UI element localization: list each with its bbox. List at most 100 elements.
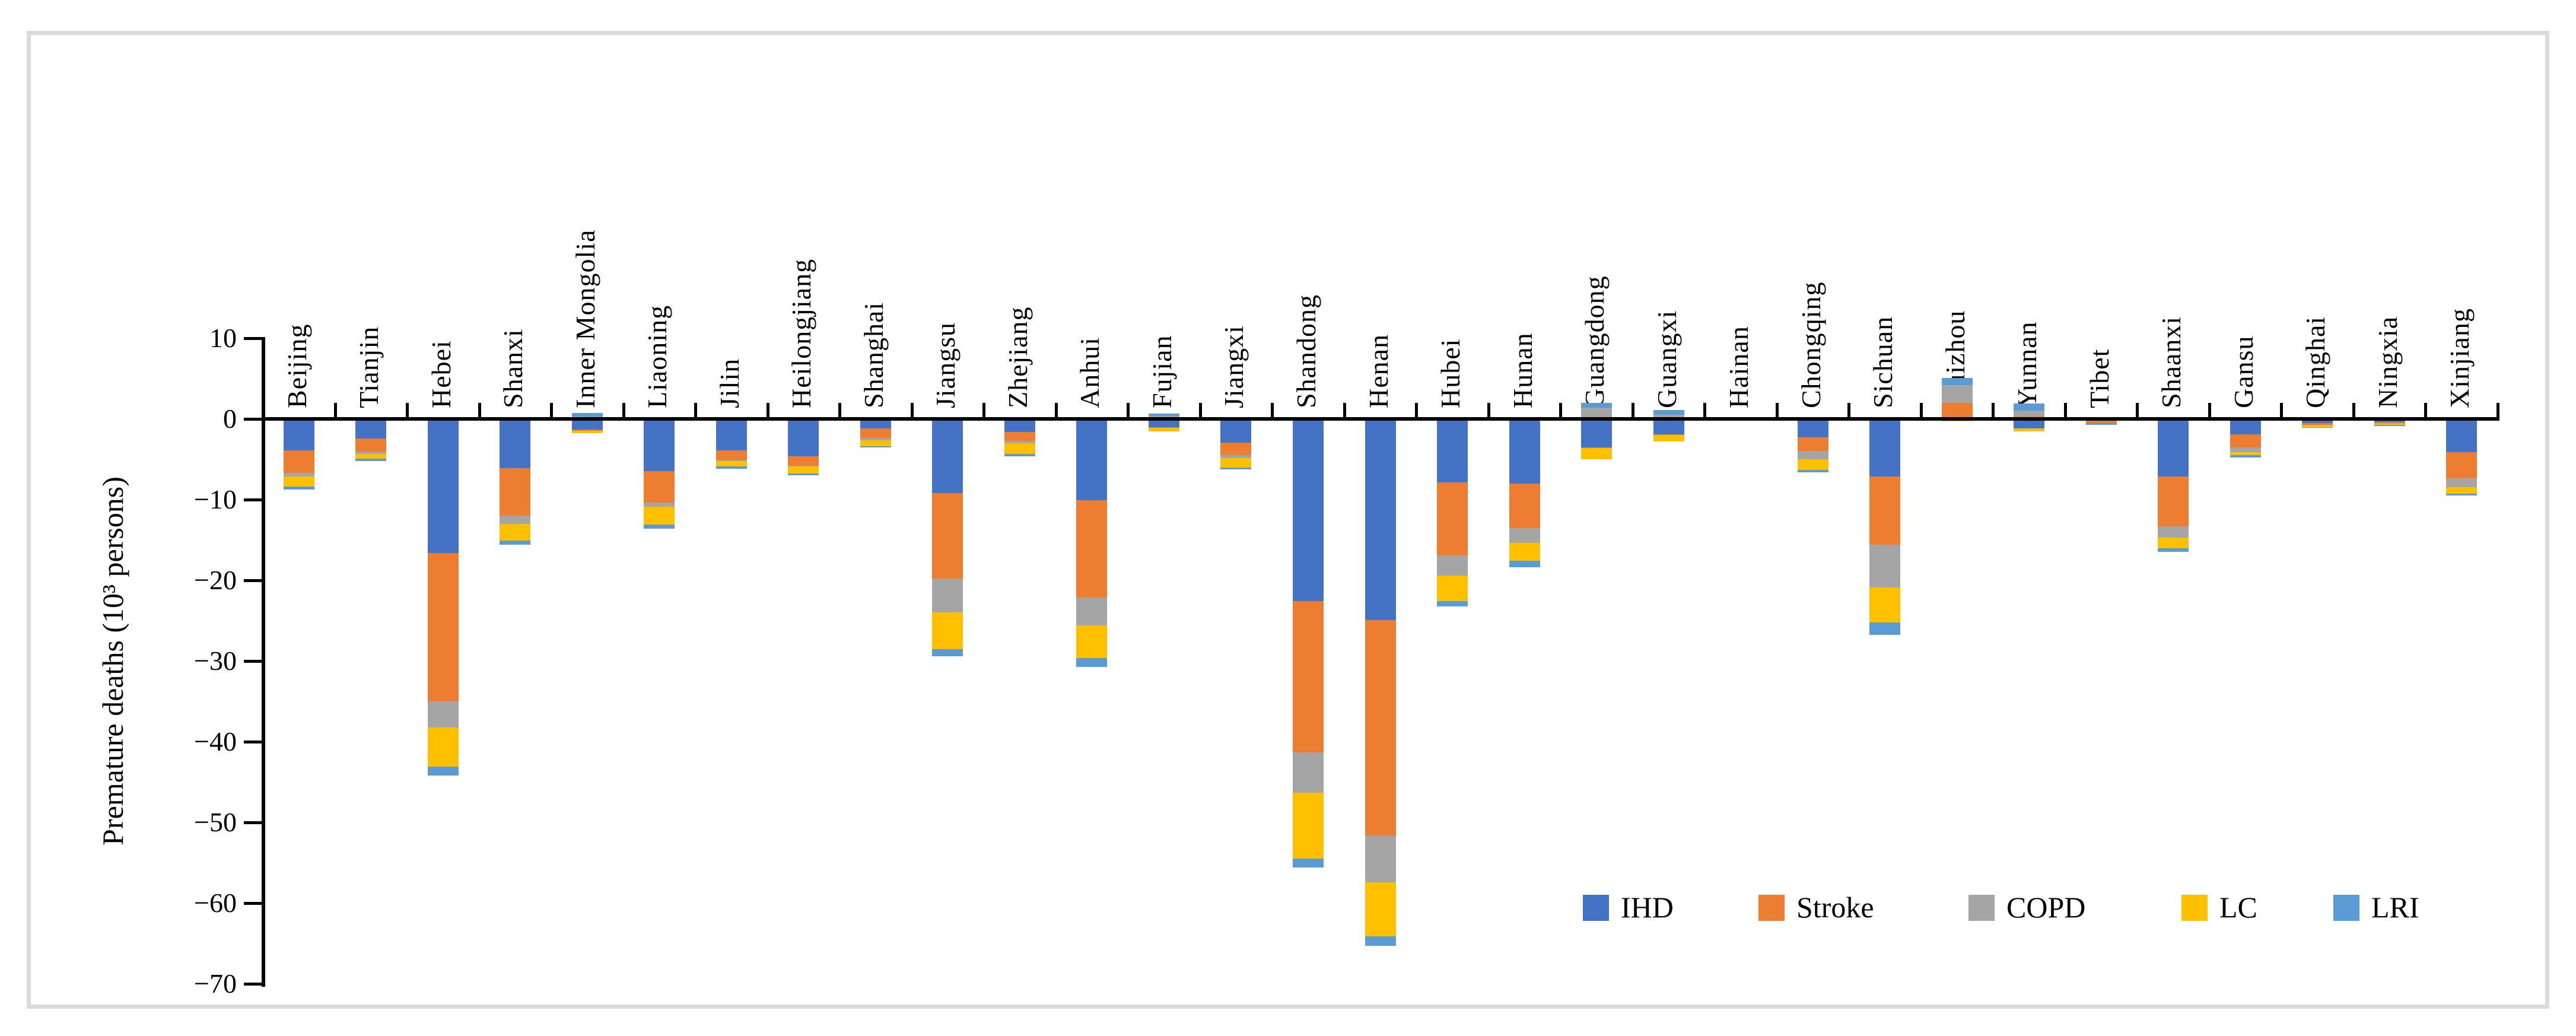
- legend-label-stroke: Stroke: [1796, 891, 1874, 924]
- category-label: Hebei: [425, 340, 456, 408]
- bar-segment-copd: [2302, 424, 2333, 426]
- category-label: Guangxi: [1651, 310, 1682, 408]
- bar-segment-lri: [1509, 561, 1540, 568]
- bar-segment-ihd: [1004, 419, 1035, 432]
- bar-segment-stroke: [1869, 476, 1901, 545]
- bar-segment-lc: [571, 430, 603, 433]
- bar-segment-lc: [355, 454, 387, 459]
- bar-segment-ihd: [1148, 419, 1179, 427]
- bar-segment-lc: [644, 507, 675, 525]
- x-axis-tick: [1198, 403, 1202, 421]
- bar-segment-stroke: [571, 430, 603, 431]
- category-label: Ningxia: [2372, 316, 2403, 408]
- x-axis-tick: [333, 403, 337, 421]
- bar-segment-ihd: [644, 419, 675, 472]
- x-axis-tick: [406, 403, 409, 421]
- category-label: Tibet: [2084, 348, 2114, 408]
- x-axis-tick: [1559, 403, 1563, 421]
- x-axis-tick: [1343, 403, 1346, 421]
- bar-segment-ihd: [1437, 419, 1468, 483]
- bar-segment-ihd: [1869, 419, 1901, 476]
- bar-segment-ihd: [427, 419, 459, 553]
- bar-segment-lc: [788, 466, 819, 474]
- bar-segment-copd: [1509, 527, 1540, 544]
- y-axis-tick-label: −30: [194, 646, 237, 676]
- bar-segment-stroke: [2158, 476, 2189, 526]
- bar-segment-ihd: [2446, 419, 2478, 453]
- category-label: Hunan: [1507, 332, 1538, 408]
- bar-segment-stroke: [2085, 419, 2117, 424]
- x-axis-tick: [1054, 403, 1058, 421]
- category-label: Heilongjiang: [786, 258, 817, 408]
- x-axis-line: [262, 417, 2498, 421]
- bar-segment-lc: [1004, 443, 1035, 455]
- bar-segment-copd: [860, 437, 891, 441]
- bar-segment-ihd: [1220, 419, 1252, 443]
- y-axis-tick: [244, 579, 265, 582]
- bar-segment-lri: [2446, 493, 2478, 495]
- legend-swatch-stroke: [1758, 895, 1785, 921]
- bar-segment-lc: [1437, 575, 1468, 602]
- bar-segment-stroke: [788, 456, 819, 466]
- legend-swatch-copd: [1968, 895, 1995, 921]
- bar-segment-ihd: [1365, 419, 1396, 620]
- category-label: Shaanxi: [2156, 316, 2187, 408]
- bar-segment-copd: [2230, 447, 2261, 452]
- y-axis-tick: [244, 821, 265, 824]
- bar-segment-lri: [283, 487, 314, 490]
- bar-segment-copd: [283, 473, 314, 477]
- bar-segment-lc: [2374, 424, 2405, 425]
- bar-segment-lri: [1653, 410, 1684, 415]
- bar-segment-lri: [2085, 423, 2117, 425]
- category-label: Chongqing: [1795, 281, 1826, 408]
- bar-segment-ihd: [1292, 419, 1324, 602]
- bar-segment-copd: [1581, 407, 1613, 419]
- category-label: Jiangsu: [930, 322, 961, 408]
- bar-segment-stroke: [283, 450, 314, 473]
- bar-segment-lc: [500, 524, 531, 541]
- bar-segment-lri: [1076, 657, 1108, 667]
- bar-segment-ihd: [1076, 419, 1108, 500]
- category-label: Henan: [1363, 333, 1394, 408]
- category-label: Qinghai: [2300, 316, 2331, 408]
- category-label: Zhejiang: [1002, 306, 1033, 409]
- bar-segment-lri: [2014, 403, 2045, 411]
- x-axis-tick: [838, 403, 842, 421]
- bar-segment-copd: [1004, 441, 1035, 444]
- bar-segment-copd: [1797, 450, 1828, 459]
- bar-segment-lri: [644, 525, 675, 529]
- bar-segment-lri: [2302, 427, 2333, 428]
- category-label: Shanxi: [498, 329, 529, 408]
- x-axis-tick: [2063, 403, 2067, 421]
- bar-segment-copd: [1076, 597, 1108, 626]
- legend-label-ihd: IHD: [1621, 891, 1674, 924]
- bar-segment-copd: [1941, 384, 1973, 403]
- bar-segment-lri: [500, 540, 531, 545]
- bar-segment-copd: [1220, 455, 1252, 458]
- bar-segment-lri: [1292, 859, 1324, 868]
- y-axis-tick: [244, 983, 265, 986]
- y-axis-tick: [244, 418, 265, 421]
- x-axis-tick: [694, 403, 698, 421]
- bar-segment-lc: [1292, 792, 1324, 859]
- bar-segment-stroke: [1581, 447, 1613, 449]
- x-axis-tick: [478, 403, 481, 421]
- bar-segment-stroke: [2230, 434, 2261, 447]
- y-axis-tick-label: 10: [209, 323, 237, 353]
- bar-segment-copd: [427, 701, 459, 727]
- bar-segment-lri: [355, 458, 387, 462]
- category-label: Yunnan: [2012, 321, 2043, 408]
- category-label: Jiangxi: [1219, 325, 1249, 408]
- x-axis-tick: [910, 403, 914, 421]
- bar-segment-copd: [2014, 411, 2045, 417]
- y-axis-tick-label: −10: [194, 484, 237, 514]
- bar-segment-lc: [2158, 537, 2189, 548]
- bar-segment-lri: [427, 767, 459, 776]
- bar-segment-ihd: [283, 419, 314, 451]
- x-axis-tick: [2497, 403, 2499, 421]
- category-label: Guangdong: [1579, 275, 1610, 408]
- category-label: Jilin: [714, 358, 745, 408]
- bar-segment-ihd: [2158, 419, 2189, 476]
